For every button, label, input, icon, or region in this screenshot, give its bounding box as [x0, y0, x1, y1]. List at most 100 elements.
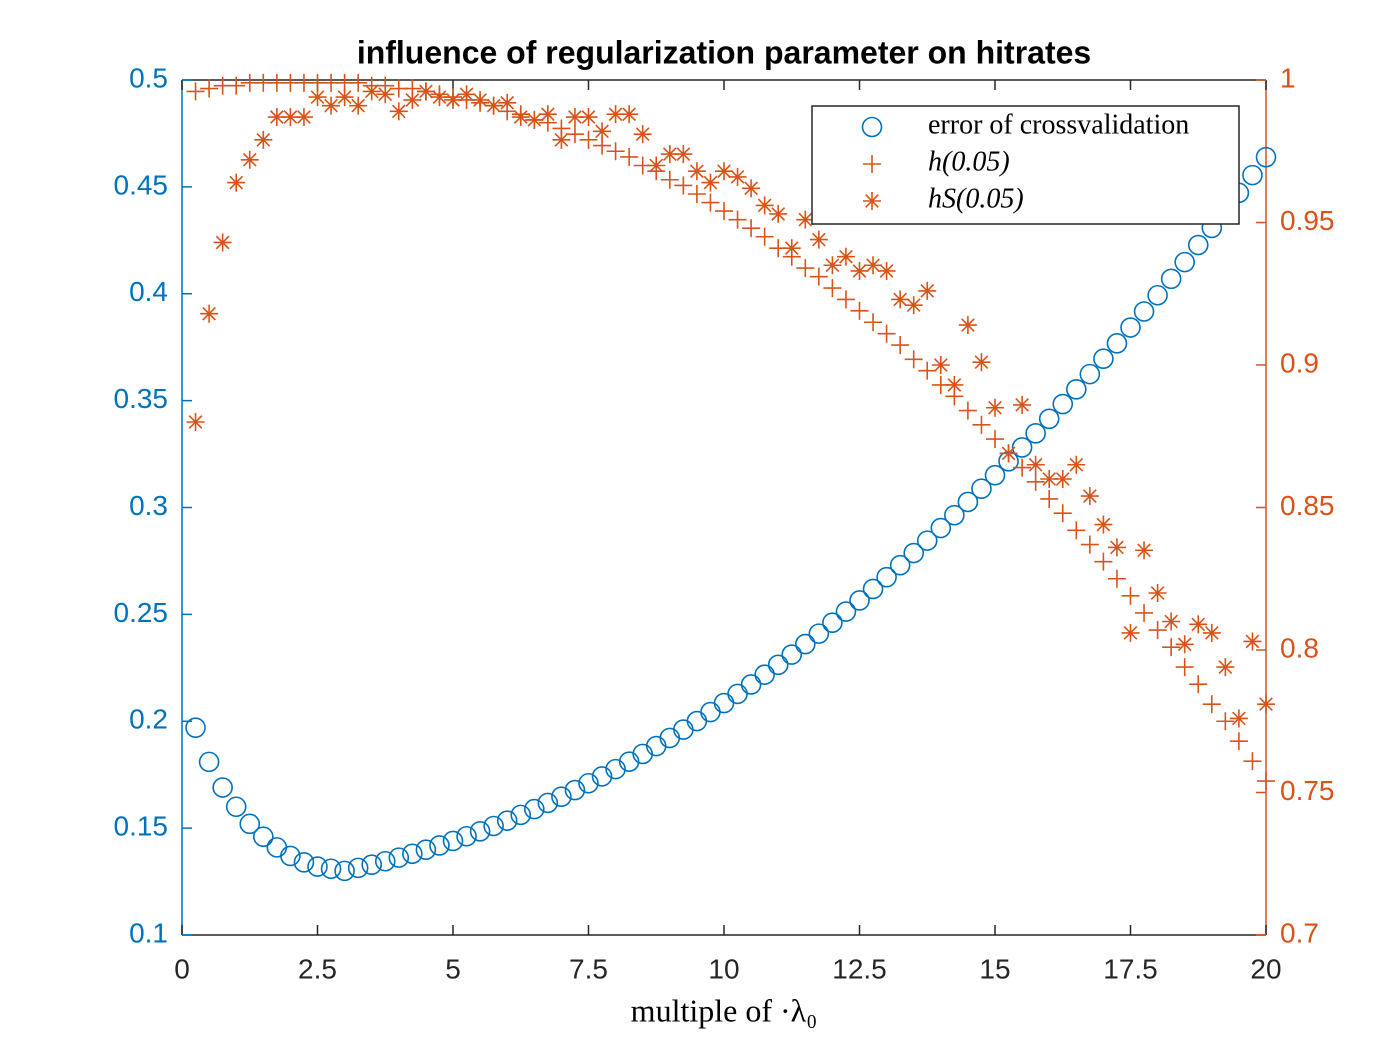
stroke	[1042, 472, 1057, 486]
data-point	[1135, 541, 1154, 560]
stroke	[1191, 617, 1206, 632]
data-point	[1257, 695, 1275, 714]
data-point	[1013, 395, 1032, 414]
circle	[781, 644, 803, 665]
data-point	[647, 156, 666, 175]
stroke	[405, 93, 420, 107]
circle	[1255, 146, 1277, 168]
stroke	[662, 147, 677, 161]
data-point	[618, 751, 640, 772]
circle	[1079, 363, 1101, 385]
circle	[861, 116, 883, 138]
stroke	[459, 87, 474, 102]
stroke	[364, 84, 379, 99]
data-point	[389, 102, 408, 121]
circle	[510, 804, 532, 826]
y2-tick-label: 0.95	[1280, 205, 1335, 236]
circle	[1160, 268, 1182, 290]
data-point	[334, 860, 355, 882]
data-point	[781, 644, 803, 665]
stroke	[852, 264, 867, 278]
circle	[537, 792, 559, 814]
data-point	[457, 85, 476, 104]
stroke	[879, 264, 894, 278]
data-point	[984, 464, 1006, 486]
data-point	[769, 204, 788, 223]
stroke	[811, 232, 826, 247]
data-point	[1133, 301, 1155, 322]
data-point	[809, 267, 828, 286]
circle	[930, 517, 952, 539]
data-point	[361, 854, 383, 875]
data-point	[456, 825, 477, 847]
data-point	[442, 830, 464, 852]
legend-marker	[863, 155, 881, 173]
stroke	[419, 84, 433, 99]
data-point	[849, 590, 870, 611]
data-point	[1053, 470, 1072, 488]
data-point	[620, 147, 639, 166]
data-point	[903, 542, 925, 564]
stroke	[215, 235, 230, 250]
data-point	[999, 444, 1018, 463]
data-point	[1189, 675, 1208, 694]
circle	[889, 554, 911, 576]
circle	[320, 858, 342, 880]
data-point	[430, 88, 449, 107]
legend-label: h(0.05)	[928, 146, 1010, 177]
data-point	[1013, 458, 1032, 477]
stroke	[1232, 711, 1246, 726]
data-point	[1026, 472, 1045, 491]
circle	[1147, 284, 1168, 306]
data-point	[1080, 487, 1099, 506]
data-point	[1216, 712, 1235, 731]
data-point	[579, 108, 598, 127]
circle	[835, 601, 857, 622]
stroke	[1177, 637, 1192, 652]
circle	[984, 464, 1006, 486]
data-point	[1174, 251, 1195, 273]
data-point	[200, 304, 219, 323]
data-point	[1093, 348, 1114, 370]
circle	[483, 815, 504, 837]
stroke	[1245, 634, 1260, 649]
x-tick-label: 15	[979, 953, 1010, 984]
circle	[280, 845, 301, 867]
circle	[442, 830, 464, 852]
data-point	[374, 850, 396, 872]
data-point	[916, 530, 938, 551]
data-point	[469, 821, 491, 842]
stroke	[595, 124, 609, 139]
data-point	[1094, 552, 1113, 571]
y2-tick-label: 0.9	[1280, 347, 1319, 378]
circle	[564, 779, 586, 801]
circle	[740, 674, 762, 695]
stroke	[500, 95, 515, 110]
y-tick-label: 0.1	[129, 917, 168, 948]
data-point	[958, 401, 977, 420]
stroke	[324, 98, 338, 113]
x-tick-label: 20	[1250, 953, 1281, 984]
stroke	[1259, 697, 1273, 712]
data-point	[1162, 612, 1181, 631]
data-point	[1202, 623, 1221, 642]
data-point	[728, 210, 747, 229]
stroke	[839, 249, 853, 264]
stroke	[933, 358, 948, 372]
data-point	[715, 162, 733, 181]
circle	[876, 566, 897, 588]
data-point	[1094, 515, 1113, 534]
data-point	[1121, 623, 1140, 642]
data-point	[1187, 234, 1209, 256]
circle	[605, 758, 626, 780]
data-point	[930, 517, 952, 539]
data-point	[362, 82, 381, 101]
circle	[1120, 317, 1141, 338]
data-point	[823, 279, 842, 298]
stroke	[1001, 446, 1016, 461]
data-point	[254, 130, 273, 149]
x-tick-label: 0	[174, 953, 190, 984]
data-point	[944, 504, 965, 526]
circle	[293, 852, 315, 873]
data-point	[794, 633, 816, 655]
